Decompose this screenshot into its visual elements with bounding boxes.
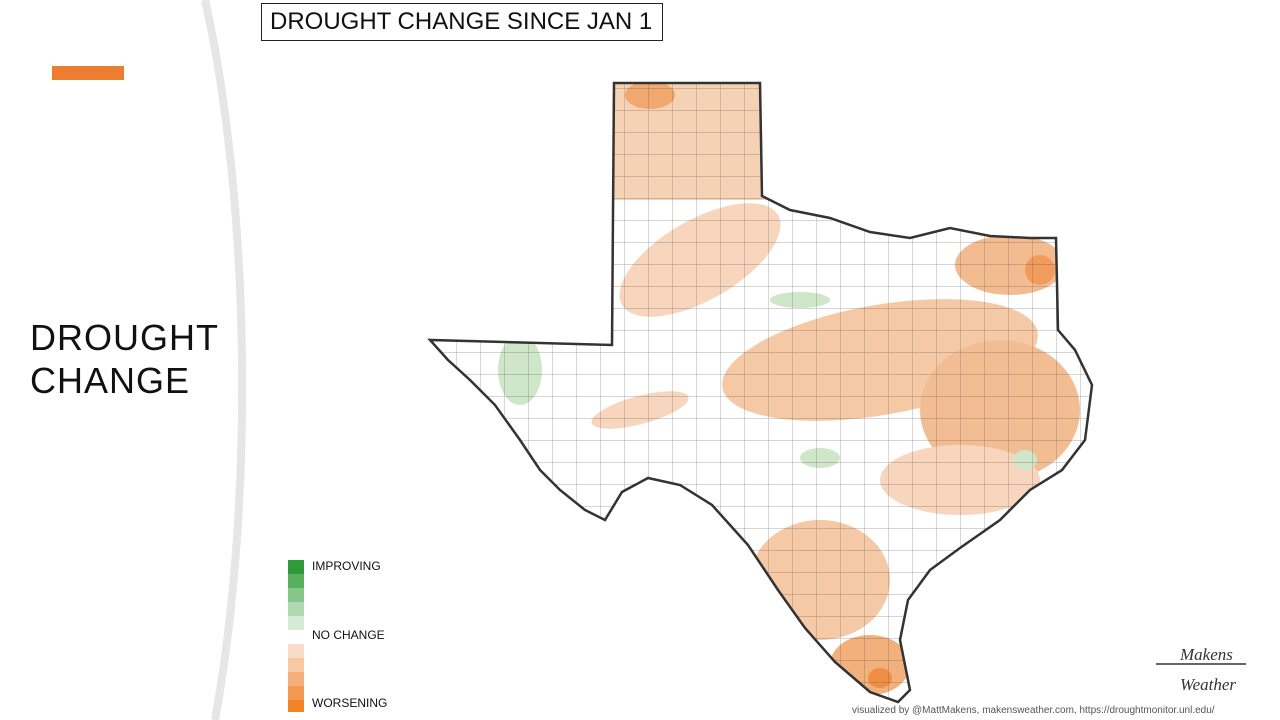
credit: visualized by @MattMakens, makensweather… <box>852 705 1215 716</box>
drought-layer <box>430 83 1092 702</box>
side-title-line: CHANGE <box>30 360 191 401</box>
legend-label: NO CHANGE <box>312 628 385 642</box>
side-title: DROUGHT CHANGE <box>30 316 219 402</box>
accent-bar <box>52 66 124 80</box>
slide-title: DROUGHT CHANGE SINCE JAN 1 <box>261 3 663 41</box>
legend-label: WORSENING <box>312 696 388 710</box>
logo-line1: Makens <box>1179 645 1233 664</box>
legend-swatches <box>288 560 304 712</box>
panel-edge <box>201 0 247 720</box>
legend-label: IMPROVING <box>312 559 381 573</box>
side-title-line: DROUGHT <box>30 317 219 358</box>
logo: Makens Weather <box>1156 645 1246 694</box>
logo-line2: Weather <box>1180 675 1236 694</box>
